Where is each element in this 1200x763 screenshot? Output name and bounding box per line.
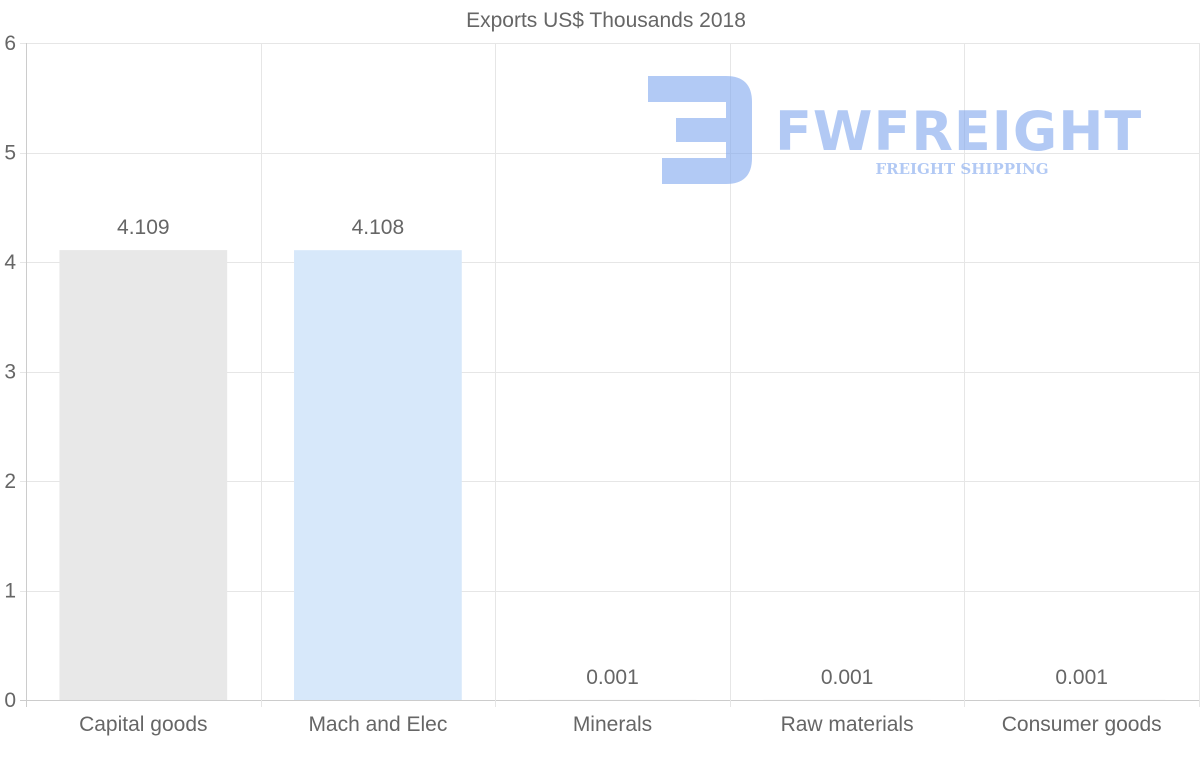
y-tick-label: 0 <box>4 689 16 712</box>
x-tick-label: Mach and Elec <box>308 713 447 736</box>
bar-capital-goods <box>59 250 228 700</box>
x-tick-label: Minerals <box>573 713 652 736</box>
chart-title: Exports US$ Thousands 2018 <box>466 9 746 32</box>
y-tick-label: 5 <box>4 142 16 165</box>
bars-layer <box>59 250 1166 700</box>
y-tick-label: 2 <box>4 470 16 493</box>
data-label: 0.001 <box>586 666 639 689</box>
x-tick-label: Capital goods <box>79 713 207 736</box>
data-label: 0.001 <box>821 666 874 689</box>
fwfreight-watermark: FWFREIGHT FREIGHT SHIPPING <box>648 76 1142 184</box>
x-tick-label: Consumer goods <box>1002 713 1162 736</box>
y-tick-label: 6 <box>4 32 16 55</box>
y-tick-label: 1 <box>4 580 16 603</box>
watermark-brand: FWFREIGHT <box>775 100 1142 163</box>
y-tick-label: 3 <box>4 361 16 384</box>
y-tick-label: 4 <box>4 251 16 274</box>
x-axis-ticks: Capital goods Mach and Elec Minerals Raw ma… <box>79 713 1162 736</box>
data-label: 4.109 <box>117 216 170 239</box>
data-labels-layer: 4.109 4.108 0.001 0.001 0.001 <box>117 216 1108 689</box>
data-label: 0.001 <box>1055 666 1108 689</box>
data-label: 4.108 <box>352 216 405 239</box>
bar-mach-and-elec <box>294 250 462 700</box>
watermark-tagline: FREIGHT SHIPPING <box>875 160 1048 178</box>
x-tick-label: Raw materials <box>781 713 914 736</box>
y-axis-ticks: 0 1 2 3 4 5 6 <box>4 32 16 712</box>
fwfreight-logo-icon <box>648 76 752 184</box>
